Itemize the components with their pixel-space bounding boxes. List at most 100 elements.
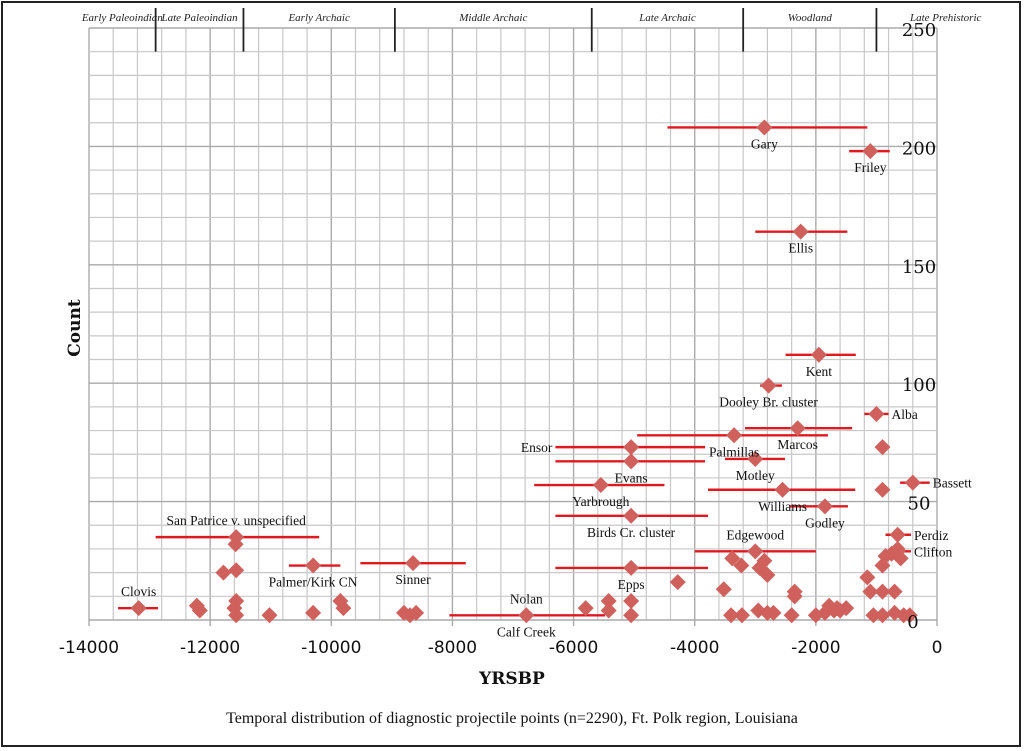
period-label: Late Prehistoric xyxy=(909,12,982,24)
data-point xyxy=(756,552,773,569)
data-point xyxy=(305,604,322,621)
data-point xyxy=(904,474,921,491)
x-tick-label: -14000 xyxy=(59,638,119,658)
data-point xyxy=(623,453,640,470)
point-label: Motley xyxy=(736,468,775,483)
data-point xyxy=(862,143,879,160)
data-point xyxy=(669,574,686,591)
data-point xyxy=(600,593,617,610)
period-label: Late Paleoindian xyxy=(161,12,239,24)
point-label: Perdiz xyxy=(914,528,949,543)
y-tick-label: 100 xyxy=(902,375,936,396)
data-points xyxy=(130,119,921,624)
data-point xyxy=(816,498,833,515)
data-point xyxy=(577,600,594,617)
point-label: Yarbrough xyxy=(572,494,629,509)
data-point xyxy=(747,450,764,467)
data-point xyxy=(786,588,803,605)
point-label: Ensor xyxy=(521,440,553,455)
data-point xyxy=(518,607,535,624)
point-label: Nolan xyxy=(510,591,543,606)
data-point xyxy=(723,607,740,624)
grid xyxy=(88,27,938,626)
data-point xyxy=(733,607,750,624)
x-axis-title: YRSBP xyxy=(478,669,545,689)
point-label: Alba xyxy=(892,407,918,422)
data-point xyxy=(868,405,885,422)
data-point xyxy=(623,559,640,576)
data-point xyxy=(874,607,891,624)
data-point xyxy=(623,507,640,524)
point-label: Edgewood xyxy=(726,527,784,542)
point-label: Sinner xyxy=(395,572,431,587)
point-label: Marcos xyxy=(777,437,818,452)
point-label: Palmer/Kirk CN xyxy=(269,575,358,590)
data-point xyxy=(760,377,777,394)
point-label: Bassett xyxy=(933,476,972,491)
x-tick-label: 0 xyxy=(932,638,943,658)
data-point xyxy=(623,593,640,610)
data-point xyxy=(901,607,918,624)
data-point xyxy=(228,593,245,610)
data-point xyxy=(886,583,903,600)
data-point xyxy=(892,550,909,567)
data-point xyxy=(724,550,741,567)
point-label: Clovis xyxy=(121,584,156,599)
data-point xyxy=(623,607,640,624)
point-label: Evans xyxy=(615,470,648,485)
data-point xyxy=(783,607,800,624)
data-point xyxy=(874,481,891,498)
y-tick-label: 0 xyxy=(907,612,918,633)
data-point xyxy=(726,427,743,444)
data-point xyxy=(261,607,278,624)
point-label: Kent xyxy=(806,364,832,379)
x-tick-label: -2000 xyxy=(791,638,840,658)
point-label: Friley xyxy=(854,160,886,175)
data-point xyxy=(227,536,244,553)
data-point xyxy=(405,555,422,572)
point-label: Godley xyxy=(805,515,845,530)
y-tick-label: 50 xyxy=(908,494,931,515)
point-label: Dooley Br. cluster xyxy=(719,395,818,410)
data-point xyxy=(592,477,609,494)
y-axis-ticks: 0 50 100 150 200 250 xyxy=(902,20,936,633)
data-point xyxy=(859,569,876,586)
y-tick-label: 250 xyxy=(902,20,936,41)
data-point xyxy=(215,564,232,581)
period-label: Late Archaic xyxy=(638,12,696,24)
data-point xyxy=(765,604,782,621)
x-tick-label: -4000 xyxy=(670,638,719,658)
data-point xyxy=(228,607,245,624)
period-label: Middle Archaic xyxy=(458,12,527,24)
point-label: Gary xyxy=(751,136,778,151)
data-point xyxy=(623,439,640,456)
data-point xyxy=(600,602,617,619)
data-point xyxy=(408,604,425,621)
data-point xyxy=(865,607,882,624)
y-axis-title: Count xyxy=(65,299,85,357)
data-point xyxy=(228,562,245,579)
point-label: Birds Cr. cluster xyxy=(587,525,676,540)
y-tick-label: 150 xyxy=(902,257,936,278)
data-point xyxy=(789,420,806,437)
point-label: Ellis xyxy=(788,241,813,256)
data-point xyxy=(335,600,352,617)
data-point xyxy=(874,439,891,456)
point-label: Calf Creek xyxy=(497,624,556,639)
data-point xyxy=(715,581,732,598)
x-tick-label: -8000 xyxy=(428,638,477,658)
point-label: San Patrice v. unspecified xyxy=(167,513,307,528)
x-tick-label: -6000 xyxy=(549,638,598,658)
figure-caption: Temporal distribution of diagnostic proj… xyxy=(226,710,798,727)
data-point xyxy=(747,543,764,560)
data-point xyxy=(810,346,827,363)
x-tick-label: -12000 xyxy=(180,638,240,658)
data-point xyxy=(130,600,147,617)
data-point xyxy=(191,602,208,619)
x-tick-label: -10000 xyxy=(301,638,361,658)
point-label: Williams xyxy=(758,499,807,514)
period-label: Woodland xyxy=(788,12,833,24)
